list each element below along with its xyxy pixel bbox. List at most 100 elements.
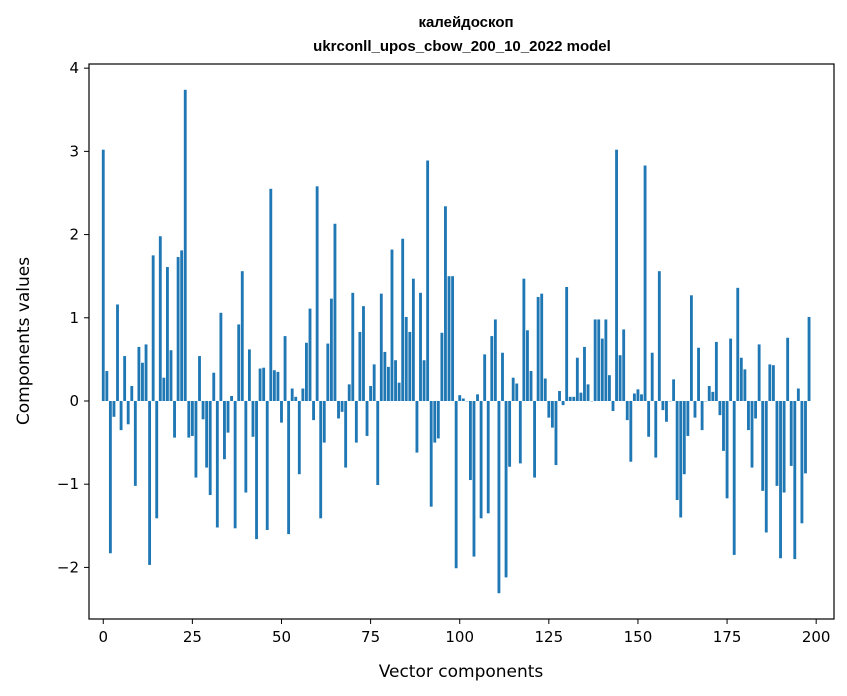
bar — [362, 306, 365, 401]
bar — [526, 330, 529, 401]
bar — [326, 343, 330, 401]
bar — [490, 336, 494, 401]
bar — [600, 338, 604, 401]
bar — [476, 394, 479, 401]
bar — [686, 400, 690, 436]
bar — [643, 165, 647, 401]
bar — [158, 236, 162, 401]
bar — [679, 400, 683, 518]
bar — [782, 400, 786, 493]
bar — [768, 364, 772, 401]
bar — [244, 400, 248, 493]
y-tick-label: 1 — [69, 309, 79, 327]
bar — [283, 336, 287, 401]
bar — [789, 400, 793, 466]
bar — [265, 400, 269, 530]
bar — [215, 400, 219, 528]
bar — [718, 400, 722, 416]
bar — [276, 371, 280, 401]
bar — [148, 400, 152, 565]
bar — [640, 394, 643, 401]
bar — [141, 362, 144, 401]
bar — [632, 393, 636, 401]
bar — [796, 388, 800, 401]
bar — [511, 377, 515, 401]
x-tick-label: 25 — [183, 628, 202, 646]
bar — [226, 400, 230, 433]
bar — [151, 255, 155, 401]
bar — [739, 357, 743, 401]
bar — [287, 400, 291, 535]
bar — [262, 367, 266, 401]
bar — [176, 257, 180, 401]
bar — [682, 400, 686, 475]
bar — [729, 338, 733, 401]
bar — [255, 400, 258, 540]
bar — [515, 383, 519, 401]
bar — [123, 356, 127, 401]
bar — [800, 400, 804, 524]
bar — [689, 295, 693, 401]
bar — [518, 400, 522, 464]
bar — [483, 354, 487, 401]
bar — [329, 298, 333, 401]
bar — [468, 400, 472, 481]
y-tick-label: 4 — [69, 59, 79, 77]
y-axis-label: Components values — [14, 257, 34, 425]
bar — [615, 149, 618, 401]
bar — [665, 400, 668, 422]
bar — [387, 366, 390, 401]
bar — [351, 292, 355, 401]
chart-title: калейдоскоп — [418, 14, 513, 31]
bar — [390, 249, 394, 401]
bar — [647, 400, 651, 437]
bar — [508, 400, 512, 467]
bar — [722, 400, 725, 451]
bar — [554, 400, 558, 466]
bar — [547, 400, 551, 418]
bar — [379, 293, 383, 401]
bar — [198, 356, 201, 401]
bar — [401, 238, 405, 401]
bar — [133, 400, 137, 486]
bar — [269, 188, 273, 401]
bar — [597, 319, 601, 401]
bar — [112, 400, 116, 417]
x-tick-label: 100 — [445, 628, 474, 646]
bar — [415, 400, 419, 453]
bar — [251, 400, 255, 437]
bar — [764, 400, 768, 533]
bar — [750, 400, 754, 468]
bar — [793, 400, 797, 560]
y-axis-ticks: −2 −1 0 1 2 3 4 — [57, 59, 89, 576]
bar — [458, 395, 462, 401]
bar — [319, 400, 323, 519]
bar — [397, 382, 401, 401]
bar — [451, 276, 455, 401]
bar — [419, 292, 422, 401]
y-tick-label: 0 — [69, 392, 79, 410]
bar — [187, 400, 191, 438]
bar — [608, 375, 611, 401]
bar — [636, 389, 640, 401]
bar — [337, 400, 340, 419]
bar — [486, 400, 490, 514]
bar — [440, 332, 444, 401]
bar — [312, 400, 315, 421]
bar — [550, 400, 554, 428]
bar — [604, 319, 608, 401]
bar — [130, 386, 134, 401]
bar — [579, 392, 583, 401]
bar — [657, 271, 661, 401]
bar — [169, 350, 173, 401]
bar — [761, 400, 765, 491]
bar — [454, 400, 458, 569]
bar — [775, 400, 779, 486]
bar — [693, 400, 697, 418]
bar — [294, 396, 298, 401]
bar — [572, 396, 576, 401]
x-axis-ticks: 0 25 50 75 100 125 150 175 200 — [98, 619, 830, 646]
bar — [747, 400, 750, 431]
bar — [301, 388, 305, 401]
